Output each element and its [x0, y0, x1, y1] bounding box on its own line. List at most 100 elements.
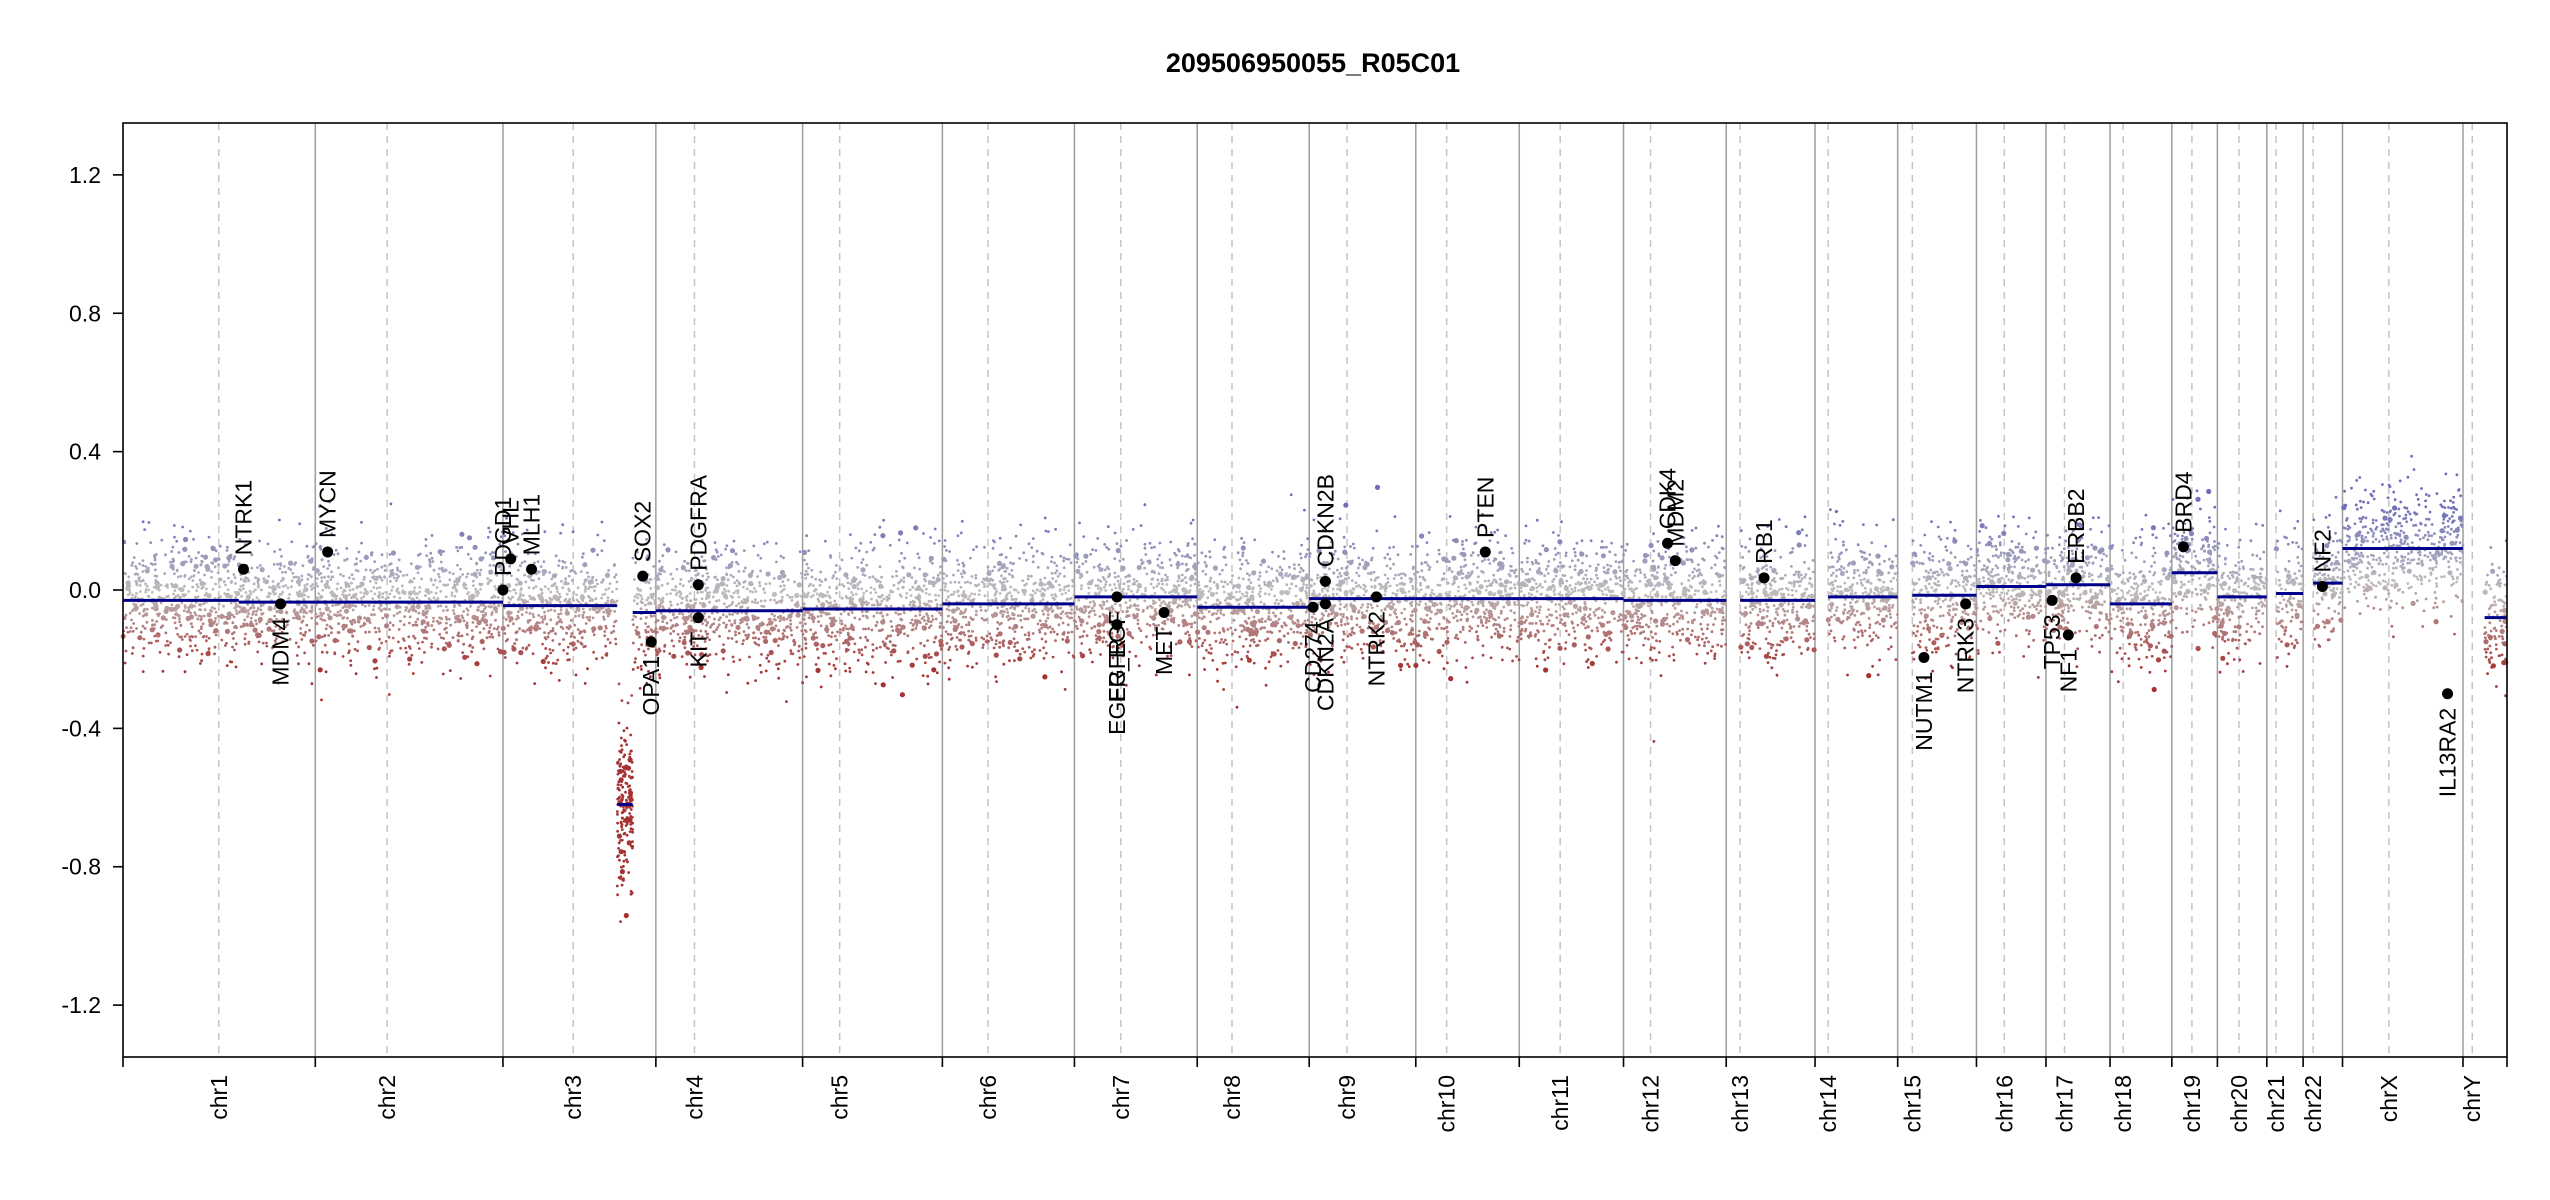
probe-point: [348, 576, 351, 580]
probe-point: [496, 563, 502, 569]
probe-point: [1164, 578, 1167, 582]
probe-point: [623, 912, 629, 919]
probe-point: [448, 571, 452, 574]
probe-point: [1220, 580, 1224, 583]
probe-point: [455, 582, 459, 586]
probe-point: [225, 664, 229, 667]
probe-point: [163, 608, 169, 615]
probe-point: [314, 542, 318, 545]
probe-point: [649, 602, 653, 606]
probe-point: [310, 616, 314, 620]
probe-point: [1140, 592, 1144, 596]
probe-point: [865, 614, 868, 618]
probe-point: [962, 593, 968, 599]
probe-point: [442, 583, 446, 587]
probe-point: [142, 647, 146, 650]
probe-point: [1094, 584, 1098, 588]
probe-point: [531, 612, 535, 616]
probe-point: [402, 623, 406, 627]
probe-point: [583, 590, 587, 593]
probe-point: [860, 653, 864, 657]
probe-point: [671, 653, 677, 659]
probe-point: [387, 693, 391, 696]
probe-point: [1113, 583, 1116, 586]
probe-point: [309, 584, 313, 588]
probe-point: [1175, 561, 1181, 567]
probe-point: [525, 607, 529, 610]
probe-point: [580, 630, 583, 634]
probe-point: [632, 599, 636, 603]
probe-point: [983, 545, 986, 549]
probe-point: [763, 629, 769, 635]
probe-point: [1257, 578, 1260, 581]
probe-point: [305, 623, 309, 627]
probe-point: [1100, 607, 1104, 610]
probe-point: [890, 625, 894, 628]
probe-point: [276, 610, 280, 613]
probe-point: [1140, 641, 1143, 644]
probe-point: [656, 574, 659, 578]
probe-point: [503, 656, 507, 659]
probe-point: [1255, 628, 1259, 632]
probe-point: [768, 632, 772, 636]
probe-point: [458, 575, 462, 579]
probe-point: [580, 636, 584, 640]
probe-point: [443, 569, 447, 572]
probe-point: [1177, 549, 1181, 553]
probe-point: [281, 640, 285, 644]
probe-point: [631, 830, 634, 834]
probe-point: [1113, 531, 1117, 535]
probe-point: [977, 583, 981, 586]
probe-point: [407, 590, 413, 596]
probe-point: [967, 623, 971, 627]
probe-point: [527, 643, 531, 647]
probe-point: [658, 559, 661, 563]
probe-point: [541, 642, 544, 646]
probe-point: [1008, 591, 1012, 595]
probe-point: [777, 628, 780, 632]
probe-point: [625, 743, 628, 746]
probe-point: [794, 602, 800, 608]
probe-point: [618, 858, 621, 862]
probe-point: [157, 595, 161, 599]
probe-point: [511, 622, 515, 626]
probe-point: [952, 590, 956, 594]
probe-point: [889, 634, 892, 638]
probe-point: [963, 581, 967, 584]
probe-point: [463, 586, 466, 589]
probe-point: [1052, 630, 1056, 634]
probe-point: [1225, 642, 1229, 646]
probe-point: [384, 597, 388, 601]
probe-point: [882, 597, 886, 601]
probe-point: [1053, 598, 1056, 601]
probe-point: [351, 618, 355, 622]
probe-point: [1000, 621, 1003, 625]
probe-point: [464, 623, 468, 627]
probe-point: [554, 632, 557, 636]
probe-point: [541, 601, 544, 604]
probe-point: [1195, 629, 1201, 635]
probe-point: [853, 616, 857, 620]
probe-point: [981, 646, 985, 649]
probe-point: [551, 649, 555, 652]
probe-point: [703, 619, 707, 622]
probe-point: [1171, 618, 1175, 622]
probe-point: [878, 565, 882, 569]
probe-point: [439, 553, 443, 556]
probe-point: [223, 592, 227, 595]
probe-point: [144, 582, 147, 586]
probe-point: [633, 595, 637, 599]
probe-point: [399, 619, 402, 623]
probe-point: [511, 595, 514, 599]
probe-point: [725, 584, 729, 587]
probe-point: [161, 596, 165, 600]
probe-point: [1160, 601, 1164, 605]
probe-point: [850, 591, 853, 594]
probe-point: [384, 623, 390, 629]
probe-point: [573, 623, 577, 627]
probe-point: [830, 635, 833, 639]
probe-point: [1132, 614, 1135, 617]
probe-point: [1158, 598, 1161, 602]
probe-point: [1188, 637, 1192, 640]
probe-point: [854, 592, 858, 596]
